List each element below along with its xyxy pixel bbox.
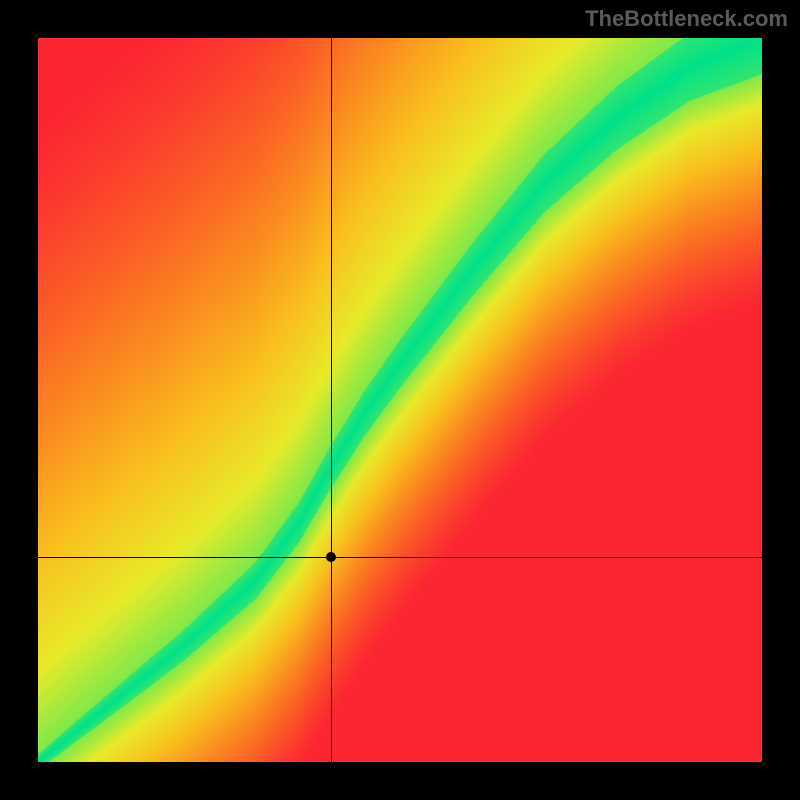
heatmap-canvas: [38, 38, 762, 762]
crosshair-marker: [326, 552, 336, 562]
watermark-text: TheBottleneck.com: [585, 6, 788, 32]
crosshair-horizontal: [38, 557, 762, 558]
crosshair-vertical: [331, 38, 332, 762]
heatmap-plot-area: [38, 38, 762, 762]
